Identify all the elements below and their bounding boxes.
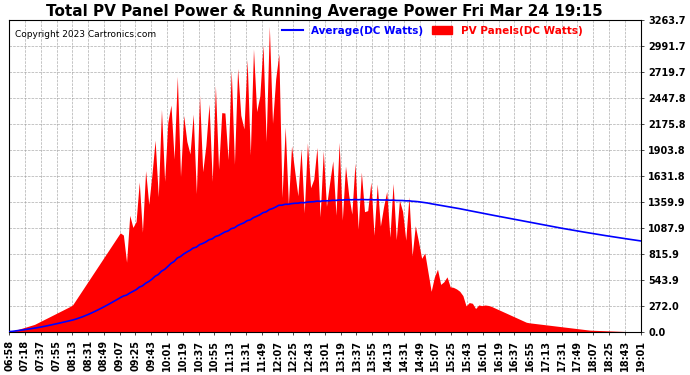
Legend: Average(DC Watts), PV Panels(DC Watts): Average(DC Watts), PV Panels(DC Watts) [282,26,582,36]
Title: Total PV Panel Power & Running Average Power Fri Mar 24 19:15: Total PV Panel Power & Running Average P… [46,4,603,19]
Text: Copyright 2023 Cartronics.com: Copyright 2023 Cartronics.com [15,30,157,39]
